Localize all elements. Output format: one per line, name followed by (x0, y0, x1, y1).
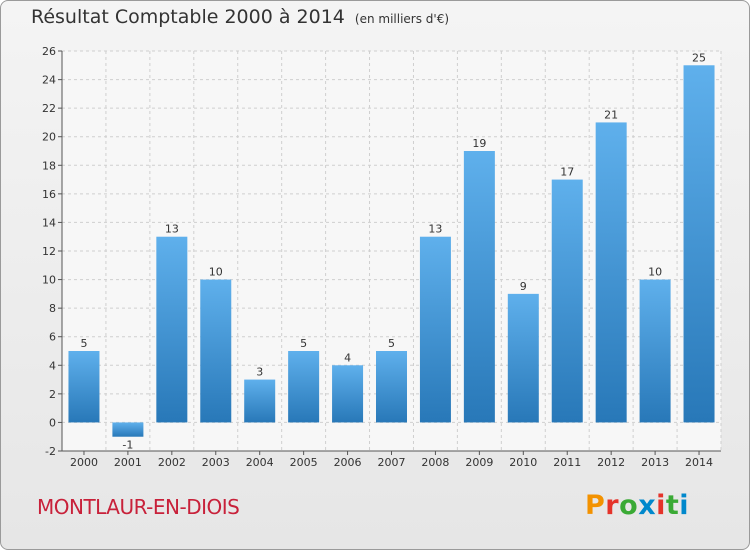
x-tick-label: 2000 (70, 456, 98, 469)
chart-subtitle: (en milliers d'€) (354, 12, 450, 26)
y-tick-label: 0 (49, 416, 56, 429)
y-tick-label: 6 (49, 331, 56, 344)
bar-value-label: 4 (344, 351, 351, 364)
bar (332, 365, 364, 423)
bars (68, 65, 715, 437)
x-tick-label: 2006 (334, 456, 362, 469)
bar-value-label: 13 (165, 223, 179, 236)
bar-value-label: 25 (692, 51, 706, 64)
bar (68, 351, 100, 423)
brand-letter: x (638, 490, 657, 521)
bar (200, 279, 232, 423)
x-tick-label: 2001 (114, 456, 142, 469)
bar (156, 236, 188, 423)
chart-title: Résultat Comptable 2000 à 2014 (en millie… (31, 6, 449, 28)
bar (376, 351, 407, 423)
y-tick-label: 14 (42, 216, 56, 229)
labels: -20246810121416182022242652000-120011320… (42, 45, 713, 469)
y-tick-label: 16 (42, 188, 56, 201)
bar-value-label: 5 (80, 337, 87, 350)
y-tick-label: 24 (42, 74, 56, 87)
bar-value-label: 21 (604, 108, 618, 121)
y-tick-label: 12 (42, 245, 56, 258)
brand-letter: P (585, 490, 606, 521)
y-tick-label: 22 (42, 102, 56, 115)
x-tick-label: 2009 (465, 456, 493, 469)
x-tick-label: 2007 (378, 456, 406, 469)
bar (595, 122, 627, 423)
x-tick-label: 2010 (509, 456, 537, 469)
bar (463, 151, 495, 423)
proxiti-logo: Proxiti (585, 490, 689, 521)
y-tick-label: 2 (49, 388, 56, 401)
bar-value-label: 13 (428, 223, 442, 236)
bar (419, 236, 451, 423)
y-tick-label: 18 (42, 159, 56, 172)
x-tick-label: 2008 (421, 456, 449, 469)
bar (288, 351, 320, 423)
x-tick-label: 2014 (685, 456, 713, 469)
y-tick-label: -2 (45, 445, 56, 458)
y-tick-label: 8 (49, 302, 56, 315)
brand-letter: t (665, 490, 680, 521)
bar (639, 279, 671, 423)
axes (58, 50, 721, 455)
bar (551, 179, 583, 423)
bar-value-label: -1 (122, 439, 133, 452)
x-tick-label: 2013 (641, 456, 669, 469)
brand-letter: o (619, 490, 639, 521)
x-tick-label: 2005 (290, 456, 318, 469)
bar-value-label: 5 (300, 337, 307, 350)
bar-value-label: 5 (388, 337, 395, 350)
bar-value-label: 9 (520, 280, 527, 293)
brand-letter: i (679, 490, 690, 521)
y-tick-label: 20 (42, 131, 56, 144)
bar (112, 422, 144, 437)
brand-letter: r (605, 490, 620, 521)
x-tick-label: 2002 (158, 456, 186, 469)
brand-letter: i (656, 490, 666, 521)
x-tick-label: 2003 (202, 456, 230, 469)
commune-name: MONTLAUR-EN-DIOIS (37, 495, 240, 519)
bar (244, 379, 276, 423)
bar (683, 65, 715, 423)
x-tick-label: 2004 (246, 456, 274, 469)
x-tick-label: 2012 (597, 456, 625, 469)
chart-title-text: Résultat Comptable 2000 à 2014 (31, 6, 345, 28)
x-tick-label: 2011 (553, 456, 581, 469)
bar-value-label: 17 (560, 166, 574, 179)
bar-value-label: 19 (472, 137, 486, 150)
y-tick-label: 10 (42, 274, 56, 287)
bar-value-label: 10 (209, 266, 223, 279)
bar-value-label: 10 (648, 266, 662, 279)
y-tick-label: 26 (42, 45, 56, 58)
y-tick-label: 4 (49, 359, 56, 372)
bar (507, 293, 539, 423)
bar-value-label: 3 (256, 366, 263, 379)
